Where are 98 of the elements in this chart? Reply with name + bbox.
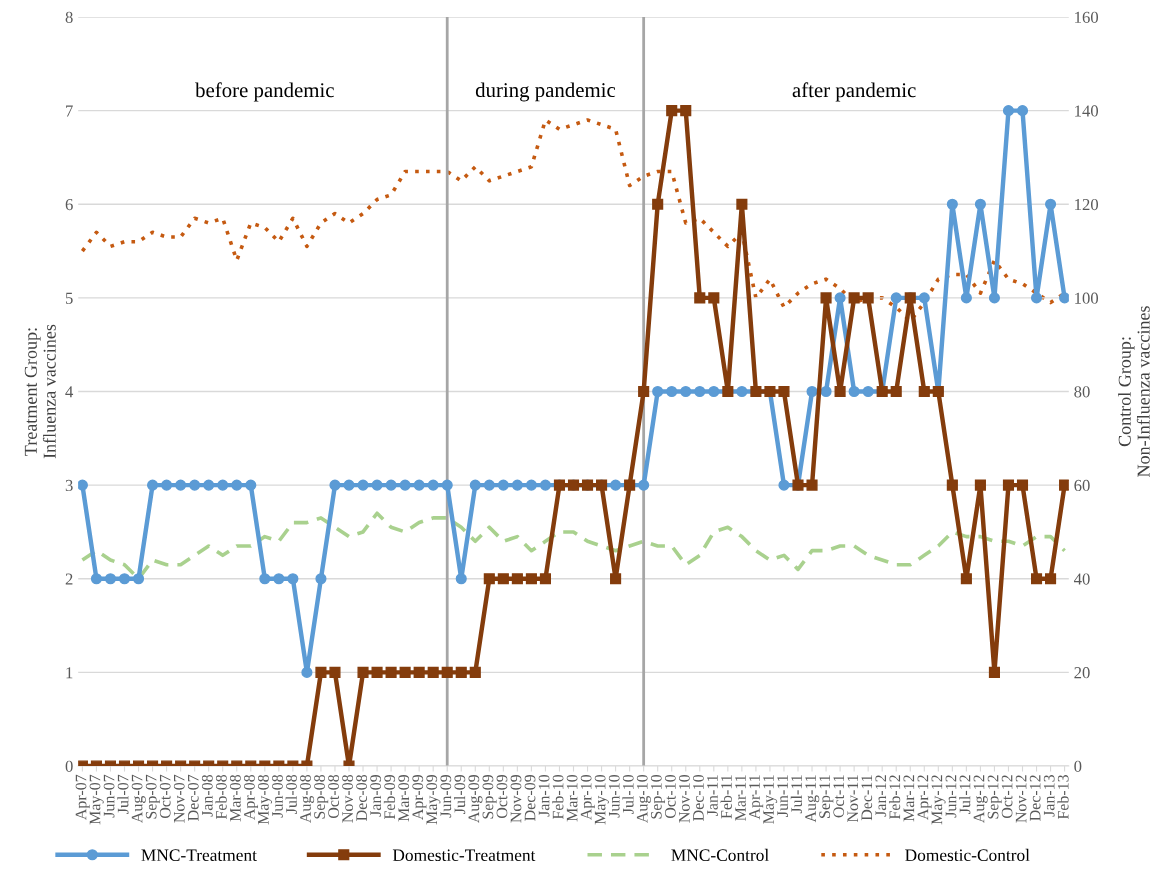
- x-tick-label: Mar-10: [566, 774, 578, 822]
- x-tick-label: Jun-12: [945, 775, 957, 818]
- y2-tick-label: 0: [1074, 760, 1082, 772]
- x-tick-label: Sep-09: [482, 774, 497, 819]
- x-tick-label: Jun-11: [777, 775, 788, 817]
- x-tick-label: Sep-07: [145, 774, 160, 819]
- x-tick-label: May-09: [426, 774, 441, 825]
- x-tick-label: Jul-12: [959, 775, 971, 814]
- y2-tick-label: 140: [1075, 105, 1099, 117]
- x-tick-label: Jan-12: [875, 775, 887, 817]
- x-tick-label: May-11: [763, 775, 778, 824]
- x-tick-label: Oct-11: [833, 775, 845, 818]
- x-tick-label: Dec-07: [187, 774, 199, 821]
- annotation: before pandemic: [195, 82, 334, 102]
- x-tick-label: Jul-11: [790, 775, 802, 814]
- x-tick-label: Apr-10: [580, 774, 595, 820]
- x-tick-label: Aug-09: [468, 774, 483, 823]
- x-tick-label: Sep-11: [819, 775, 834, 818]
- x-tick-label: Jul-09: [454, 774, 466, 814]
- x-tick-label: Sep-08: [314, 774, 329, 819]
- x-tick-label: Aug-07: [131, 774, 146, 823]
- x-tick-label: Oct-08: [328, 774, 339, 819]
- x-tick-label: May-07: [89, 774, 104, 825]
- y2-axis-title: Control Group: Non-Influenza vaccines: [1118, 306, 1150, 477]
- x-tick-label: Mar-09: [398, 774, 410, 822]
- x-tick-label: Apr-08: [244, 774, 259, 820]
- x-tick-label: Dec-10: [693, 774, 704, 821]
- x-tick-label: Oct-07: [159, 774, 171, 819]
- x-tick-label: Feb-11: [720, 775, 732, 819]
- x-tick-label: Aug-11: [805, 775, 820, 823]
- y-axis-title: Treatment Group: Influenza vaccines: [24, 324, 56, 459]
- y-tick-label: 5: [65, 292, 73, 304]
- x-tick-label: Nov-10: [678, 774, 690, 823]
- x-tick-label: Feb-13: [1057, 774, 1069, 820]
- x-tick-label: Aug-08: [300, 774, 315, 823]
- legend-label: MNC-Treatment: [141, 849, 257, 862]
- legend-label: Domestic-Control: [905, 848, 1030, 862]
- y2-tick-label: 100: [1075, 292, 1099, 304]
- x-tick-label: Jan-08: [201, 774, 213, 817]
- x-tick-label: Nov-12: [1015, 775, 1027, 823]
- x-tick-label: May-08: [257, 774, 273, 825]
- y-tick-label: 6: [65, 199, 73, 211]
- x-tick-label: Apr-11: [749, 775, 764, 820]
- y2-tick-label: 160: [1075, 11, 1099, 23]
- x-tick-label: Apr-09: [412, 774, 427, 820]
- x-tick-label: Jan-10: [538, 774, 550, 817]
- y-tick-label: 1: [66, 667, 73, 679]
- y-tick-label: 0: [65, 760, 73, 772]
- x-tick-label: Feb-09: [383, 774, 396, 820]
- x-tick-label: Oct-12: [1001, 775, 1013, 819]
- y2-tick-label: 20: [1074, 667, 1090, 679]
- x-tick-label: Jul-07: [117, 774, 129, 814]
- x-tick-label: Dec-12: [1029, 775, 1041, 821]
- annotation: during pandemic: [475, 82, 616, 102]
- x-tick-label: Oct-10: [664, 774, 676, 819]
- y-tick-label: 2: [65, 573, 73, 585]
- x-tick-label: Nov-07: [173, 774, 185, 823]
- x-tick-label: Jan-13: [1043, 774, 1055, 817]
- x-tick-label: Jun-07: [103, 774, 115, 818]
- x-tick-label: Apr-07: [75, 774, 90, 820]
- x-tick-label: Mar-12: [903, 775, 915, 822]
- x-tick-label: Jan-09: [370, 774, 382, 817]
- y2-tick-label: 60: [1074, 479, 1090, 492]
- x-tick-label: Dec-09: [524, 774, 536, 821]
- annotation: after pandemic: [792, 82, 916, 102]
- x-tick-label: Apr-12: [917, 775, 932, 820]
- x-tick-label: May-12: [931, 775, 946, 825]
- x-tick-label: Sep-10: [650, 774, 665, 819]
- x-tick-label: Jul-08: [285, 774, 297, 814]
- x-tick-label: Mar-08: [229, 774, 241, 822]
- x-tick-label: Jun-09: [440, 774, 452, 818]
- x-tick-label: Nov-09: [510, 774, 522, 823]
- x-tick-label: Feb-10: [552, 774, 564, 820]
- x-tick-label: Mar-11: [735, 775, 746, 821]
- x-tick-label: Dec-08: [356, 774, 368, 821]
- x-tick-label: Nov-11: [847, 775, 859, 823]
- x-tick-label: May-10: [594, 774, 609, 825]
- x-tick-label: Jun-10: [608, 774, 620, 818]
- y2-tick-label: 80: [1074, 386, 1090, 398]
- y2-tick-label: 40: [1073, 573, 1090, 585]
- legend-label: Domestic-Treatment: [392, 849, 536, 862]
- x-tick-label: Oct-09: [496, 774, 508, 819]
- x-tick-label: Aug-12: [973, 775, 988, 823]
- x-tick-label: Aug-10: [636, 774, 651, 823]
- x-tick-label: Feb-08: [215, 774, 227, 820]
- x-tick-label: Jun-08: [272, 774, 283, 818]
- y-tick-label: 4: [65, 386, 74, 398]
- y-tick-label: 8: [65, 11, 73, 23]
- y-tick-label: 7: [66, 105, 73, 117]
- x-tick-label: Jul-10: [622, 774, 634, 814]
- x-tick-label: Sep-12: [987, 775, 1002, 819]
- x-tick-label: Nov-08: [342, 774, 353, 823]
- x-tick-label: Dec-11: [861, 775, 873, 821]
- y-tick-label: 3: [65, 479, 73, 492]
- x-tick-label: Feb-12: [888, 775, 901, 820]
- legend-label: MNC-Control: [671, 848, 769, 862]
- y2-tick-label: 120: [1075, 198, 1099, 211]
- x-tick-label: Jan-11: [707, 775, 718, 816]
